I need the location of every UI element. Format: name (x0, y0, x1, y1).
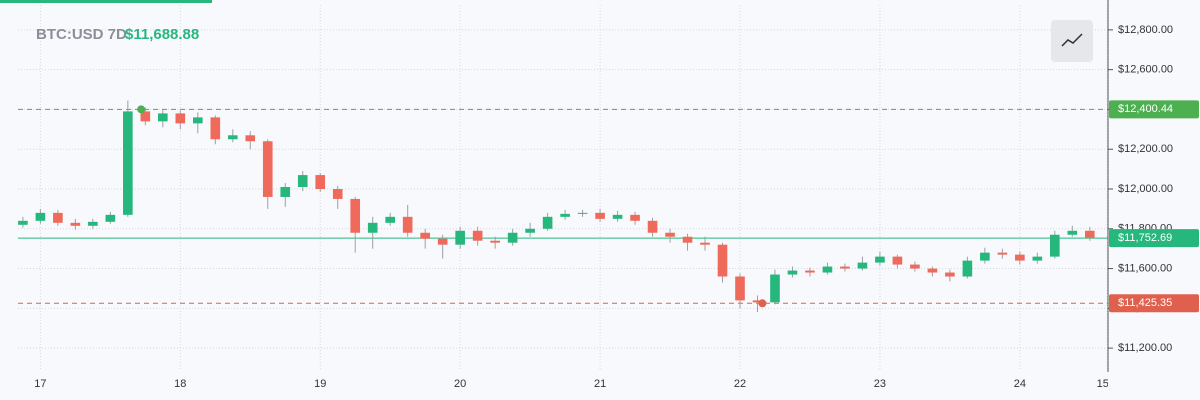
price-badge-label: $11,425.35 (1118, 297, 1172, 309)
candle-body (595, 212, 605, 219)
candle-body (88, 221, 98, 226)
candle-body (1067, 230, 1078, 235)
candle-body (53, 212, 63, 223)
candle-body (140, 111, 151, 122)
candle-body (262, 141, 273, 197)
candle-body (665, 232, 675, 237)
y-tick-label: $11,600.00 (1118, 262, 1172, 274)
button-bg[interactable] (1051, 20, 1093, 62)
candle-body (123, 111, 133, 215)
candle-body (18, 220, 28, 225)
candle-body (822, 266, 833, 273)
price: $11,688.88 (125, 26, 199, 43)
y-tick-label: $12,600.00 (1118, 64, 1173, 76)
candle-body (612, 214, 623, 219)
candle-body (630, 214, 640, 221)
candle-body (980, 252, 990, 261)
candle-body (542, 216, 553, 229)
candle-body (962, 260, 973, 277)
candle-body (210, 117, 221, 140)
candle-body (1015, 254, 1025, 261)
candle-body (455, 230, 465, 245)
candle-body (280, 187, 291, 197)
candle-body (158, 113, 168, 122)
extreme-dot (137, 105, 146, 114)
candle-body (332, 188, 343, 199)
extreme-dot (758, 299, 767, 308)
x-tick-label: 24 (1014, 378, 1026, 390)
candle-body (1032, 256, 1043, 261)
candle-body (700, 242, 710, 245)
candle-body (805, 270, 815, 273)
candle-body (297, 175, 308, 188)
plot: 17 18 19 20 21 22 23 24 15:0 (18, 100, 1118, 390)
progress-bar (0, 0, 212, 3)
axis: $11,200.00$11,400.00$11,600.00$11,800.00… (1108, 24, 1199, 354)
candle-body (927, 268, 938, 273)
candle-body (945, 272, 955, 277)
candle-body (752, 300, 763, 303)
candle-body (507, 232, 518, 243)
candle-body (910, 264, 920, 269)
x-tick-label: 23 (874, 378, 886, 390)
price-badge (1109, 100, 1199, 119)
y-tick-label: $12,800.00 (1118, 24, 1173, 36)
candle-body (997, 252, 1008, 255)
candle-body (192, 117, 203, 124)
price-badge-label: $11,752.69 (1118, 232, 1172, 244)
candle-body (175, 113, 186, 124)
grid (18, 5, 1108, 370)
candle-body (577, 212, 588, 214)
x-tick-label: 20 (454, 378, 466, 390)
price-badge-label: $12,400.44 (1118, 103, 1173, 115)
candle-body (472, 230, 483, 241)
candle-body (437, 238, 448, 245)
candle-body (35, 212, 46, 221)
candle-body (560, 213, 570, 217)
candle-body (385, 216, 396, 223)
price-badge (1109, 229, 1199, 248)
candle-body (892, 256, 903, 265)
candle-body (105, 214, 116, 222)
x-tick-label: 22 (734, 378, 746, 390)
candle-body (682, 236, 693, 243)
candle-body (770, 274, 780, 303)
candle-body (420, 232, 430, 239)
x-tick-label: 18 (174, 378, 186, 390)
x-tick-label: 19 (314, 378, 326, 390)
candle-body (350, 198, 361, 233)
candle-body (840, 266, 850, 269)
y-tick-label: $11,200.00 (1118, 342, 1172, 354)
candle-body (227, 135, 238, 140)
candle-body (1050, 234, 1060, 257)
y-tick-label: $12,000.00 (1118, 183, 1173, 195)
candle-body (857, 262, 868, 269)
candle-body (1085, 230, 1095, 238)
candle-body (647, 220, 658, 233)
y-tick-label: $12,200.00 (1118, 143, 1173, 155)
x-tick-label: 15:0 (1097, 378, 1118, 390)
candle-body (315, 175, 326, 189)
candle-body (717, 244, 728, 277)
candle-body (875, 256, 885, 263)
candle-body (70, 222, 81, 226)
chart-type-button[interactable] (1051, 20, 1093, 62)
candle-body (402, 216, 413, 233)
x-tick-label: 21 (594, 378, 606, 390)
chart-title: BTC:USD 7D (36, 26, 127, 43)
candle-body (367, 222, 378, 233)
price-badge (1109, 294, 1199, 313)
line-icon (1061, 33, 1083, 47)
candle-body (787, 270, 798, 275)
candle-body (245, 135, 256, 142)
x-tick-label: 17 (34, 378, 46, 390)
candle-body (525, 228, 535, 233)
candle-body (490, 240, 500, 243)
candle-body (735, 276, 745, 301)
